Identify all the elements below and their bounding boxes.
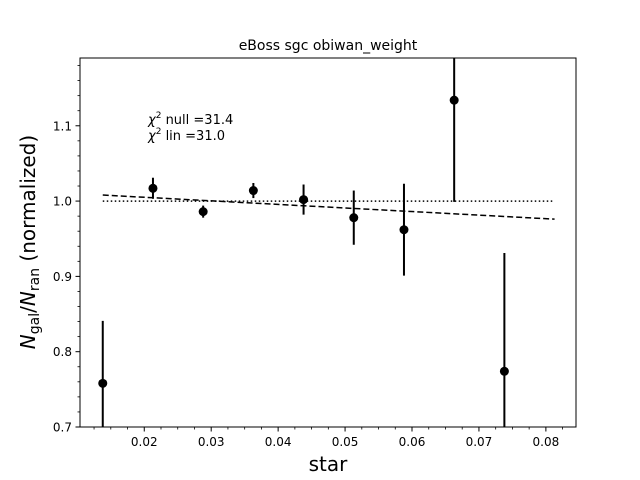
data-point [98, 378, 108, 388]
y-tick-label: 0.9 [53, 270, 72, 284]
x-tick-label: 0.06 [399, 435, 426, 449]
y-axis-label-sub1: gal [27, 313, 43, 334]
y-axis: 0.7 0.8 0.9 1.0 1.1 [53, 65, 80, 435]
y-tick-label: 0.8 [53, 345, 72, 359]
y-axis-label-main: N [16, 334, 40, 349]
linear-fit-line [102, 194, 555, 220]
data-point [499, 366, 509, 376]
y-tick-label: 0.7 [53, 421, 72, 435]
data-point [148, 183, 158, 193]
errorbar-series [98, 58, 509, 427]
chi-square-annotations: χ2 null =31.4χ2 lin =31.0 [147, 111, 233, 144]
x-tick-label: 0.03 [198, 435, 225, 449]
chi-square-annotation: χ2 lin =31.0 [147, 127, 225, 144]
data-point [198, 207, 208, 217]
plot-area [98, 58, 555, 427]
data-point [399, 225, 409, 235]
x-tick-label: 0.05 [332, 435, 359, 449]
data-point [349, 213, 359, 223]
data-point [449, 95, 459, 105]
chi-square-annotation: χ2 null =31.4 [147, 111, 233, 128]
x-axis: 0.02 0.03 0.04 0.05 0.06 0.07 0.08 [93, 427, 564, 449]
y-axis-label: Ngal/Nran (normalized) [16, 135, 43, 349]
y-axis-label-sep: / [16, 306, 40, 313]
x-axis-label: star [309, 452, 349, 476]
y-tick-label: 1.1 [53, 119, 72, 133]
y-axis-label-suffix: (normalized) [16, 135, 40, 268]
y-tick-label: 1.0 [53, 195, 72, 209]
y-axis-label-sub2: ran [27, 268, 43, 291]
data-point [299, 195, 309, 205]
x-tick-label: 0.02 [131, 435, 158, 449]
x-tick-label: 0.08 [533, 435, 560, 449]
x-tick-label: 0.07 [466, 435, 493, 449]
data-point [248, 186, 258, 196]
x-tick-label: 0.04 [265, 435, 292, 449]
y-axis-label-main-2: N [16, 291, 40, 306]
chart-title: eBoss sgc obiwan_weight [239, 38, 418, 54]
